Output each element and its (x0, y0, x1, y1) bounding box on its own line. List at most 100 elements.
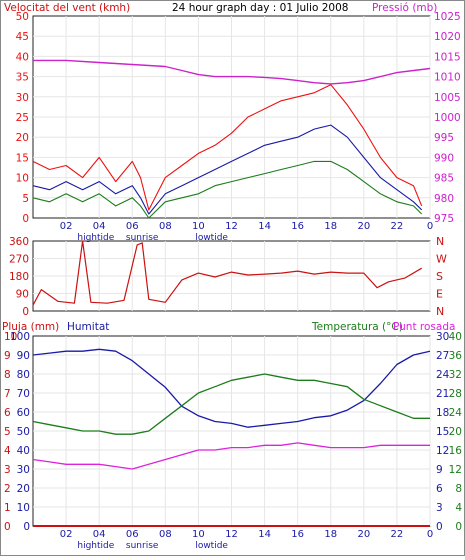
dewpoint-y-tick-label: 16 (449, 445, 463, 457)
hour-tick-label: 22 (391, 529, 404, 540)
wind-y-tick-label: 40 (16, 51, 29, 63)
hour-tick-label: 18 (324, 221, 337, 232)
hour-tick-label: 16 (291, 221, 304, 232)
dewpoint-y-tick-label: 40 (449, 331, 462, 343)
rain-y-tick-label: 6 (4, 407, 11, 419)
dewpoint-y-tick-label: 0 (455, 521, 462, 533)
direction-y-tick-label: 90 (16, 289, 29, 301)
hour-tick-label: 08 (159, 221, 172, 232)
hour-tick-label: 12 (225, 529, 238, 540)
humidity-y-tick-label: 0 (23, 521, 30, 533)
humidity-y-tick-label: 70 (17, 388, 30, 400)
pressure-y-tick-label: 1020 (434, 31, 461, 43)
event-lowtide-label: lowtide (195, 233, 228, 243)
hour-tick-label: 22 (391, 221, 404, 232)
hour-tick-label: 20 (357, 529, 370, 540)
wind-y-tick-label: 10 (16, 173, 29, 185)
rain-y-tick-label: 1 (4, 502, 11, 514)
hour-tick-label: 06 (126, 221, 139, 232)
pressure-title: Pressió (mb) (372, 2, 437, 14)
wind-y-tick-label: 30 (16, 92, 29, 104)
temperature-y-tick-label: 15 (436, 426, 449, 438)
direction-compass-label: W (436, 253, 447, 266)
direction-y-tick-label: 180 (9, 271, 29, 283)
wind-y-tick-label: 15 (16, 152, 29, 164)
hour-tick-label: 02 (60, 529, 73, 540)
dewpoint-y-tick-label: 32 (449, 369, 462, 381)
wind-series-mitjana (32, 160, 423, 219)
wind-y-tick-label: 45 (16, 31, 29, 43)
wind-y-tick-label: 20 (16, 132, 29, 144)
graph-day-title: 24 hour graph day : 01 Julio 2008 (172, 2, 348, 14)
weather-series-punt-rosada (32, 442, 430, 470)
pressure-y-tick-label: 1000 (434, 112, 461, 124)
dewpoint-y-tick-label: 28 (449, 388, 462, 400)
humidity-y-tick-label: 100 (10, 331, 30, 343)
temperature-y-tick-label: 12 (436, 445, 449, 457)
rain-y-tick-label: 9 (4, 350, 11, 362)
weather-series-temperatura (32, 373, 430, 435)
event-hightide-label: hightide (77, 233, 114, 243)
direction-y-tick-label: 270 (9, 254, 29, 266)
pressure-y-tick-label: 980 (434, 193, 454, 205)
hour-tick-label: 14 (258, 529, 271, 540)
wind-y-tick-label: 0 (22, 213, 29, 225)
wind-series-velocitat (32, 124, 423, 215)
hour-tick-label: 18 (324, 529, 337, 540)
temperature-y-tick-label: 21 (436, 388, 449, 400)
pressure-y-tick-label: 995 (434, 132, 454, 144)
temperature-y-tick-label: 3 (436, 502, 443, 514)
rain-y-tick-label: 8 (4, 369, 11, 381)
pressure-y-tick-label: 1015 (434, 51, 461, 63)
wind-y-tick-label: 25 (16, 112, 29, 124)
dewpoint-y-tick-label: 20 (449, 426, 462, 438)
temperature-y-tick-label: 24 (436, 369, 450, 381)
temperature-y-tick-label: 27 (436, 350, 449, 362)
weather-series-humitat (32, 348, 431, 428)
hour-tick-label: 08 (159, 529, 172, 540)
dewpoint-y-tick-label: 24 (449, 407, 463, 419)
temperature-y-tick-label: 18 (436, 407, 449, 419)
wind-y-tick-label: 50 (16, 11, 29, 23)
dewpoint-y-tick-label: 12 (449, 464, 462, 476)
pressure-y-tick-label: 975 (434, 213, 454, 225)
rain-y-tick-label: 2 (4, 483, 11, 495)
humidity-title: Humitat (67, 321, 109, 333)
rain-title: Pluja (mm) (2, 321, 59, 333)
hour-tick-label: 10 (192, 529, 205, 540)
wind-series-pressió (33, 59, 431, 85)
hour-tick-label: 10 (192, 221, 205, 232)
hour-tick-label: 12 (225, 221, 238, 232)
humidity-y-tick-label: 90 (17, 350, 30, 362)
humidity-y-tick-label: 60 (17, 407, 30, 419)
event-lowtide-label: lowtide (195, 541, 228, 551)
direction-compass-label: S (436, 270, 443, 283)
humidity-y-tick-label: 30 (17, 464, 30, 476)
humidity-y-tick-label: 20 (17, 483, 30, 495)
hour-tick-label: 04 (93, 529, 106, 540)
wind-y-tick-label: 35 (16, 72, 29, 84)
direction-compass-label: E (436, 288, 443, 301)
event-hightide-label: hightide (77, 541, 114, 551)
hour-tick-label: 04 (93, 221, 106, 232)
hour-tick-label: 06 (126, 529, 139, 540)
pressure-y-tick-label: 990 (434, 152, 454, 164)
hour-tick-label: 0 (427, 221, 433, 232)
direction-compass-label: N (436, 235, 444, 248)
dewpoint-title: Punt rosada (393, 321, 455, 333)
wind-y-tick-label: 5 (22, 193, 29, 205)
direction-y-tick-label: 0 (22, 306, 29, 318)
dewpoint-y-tick-label: 36 (449, 350, 463, 362)
temperature-y-tick-label: 6 (436, 483, 443, 495)
direction-compass-label: N (436, 305, 444, 318)
hour-tick-label: 14 (258, 221, 271, 232)
humidity-y-tick-label: 50 (17, 426, 30, 438)
humidity-y-tick-label: 80 (17, 369, 30, 381)
pressure-y-tick-label: 1025 (434, 11, 461, 23)
rain-y-tick-label: 4 (4, 445, 11, 457)
direction-series (32, 240, 423, 306)
dewpoint-y-tick-label: 4 (455, 502, 462, 514)
direction-y-tick-label: 360 (9, 236, 29, 248)
rain-y-tick-label: 7 (4, 388, 11, 400)
